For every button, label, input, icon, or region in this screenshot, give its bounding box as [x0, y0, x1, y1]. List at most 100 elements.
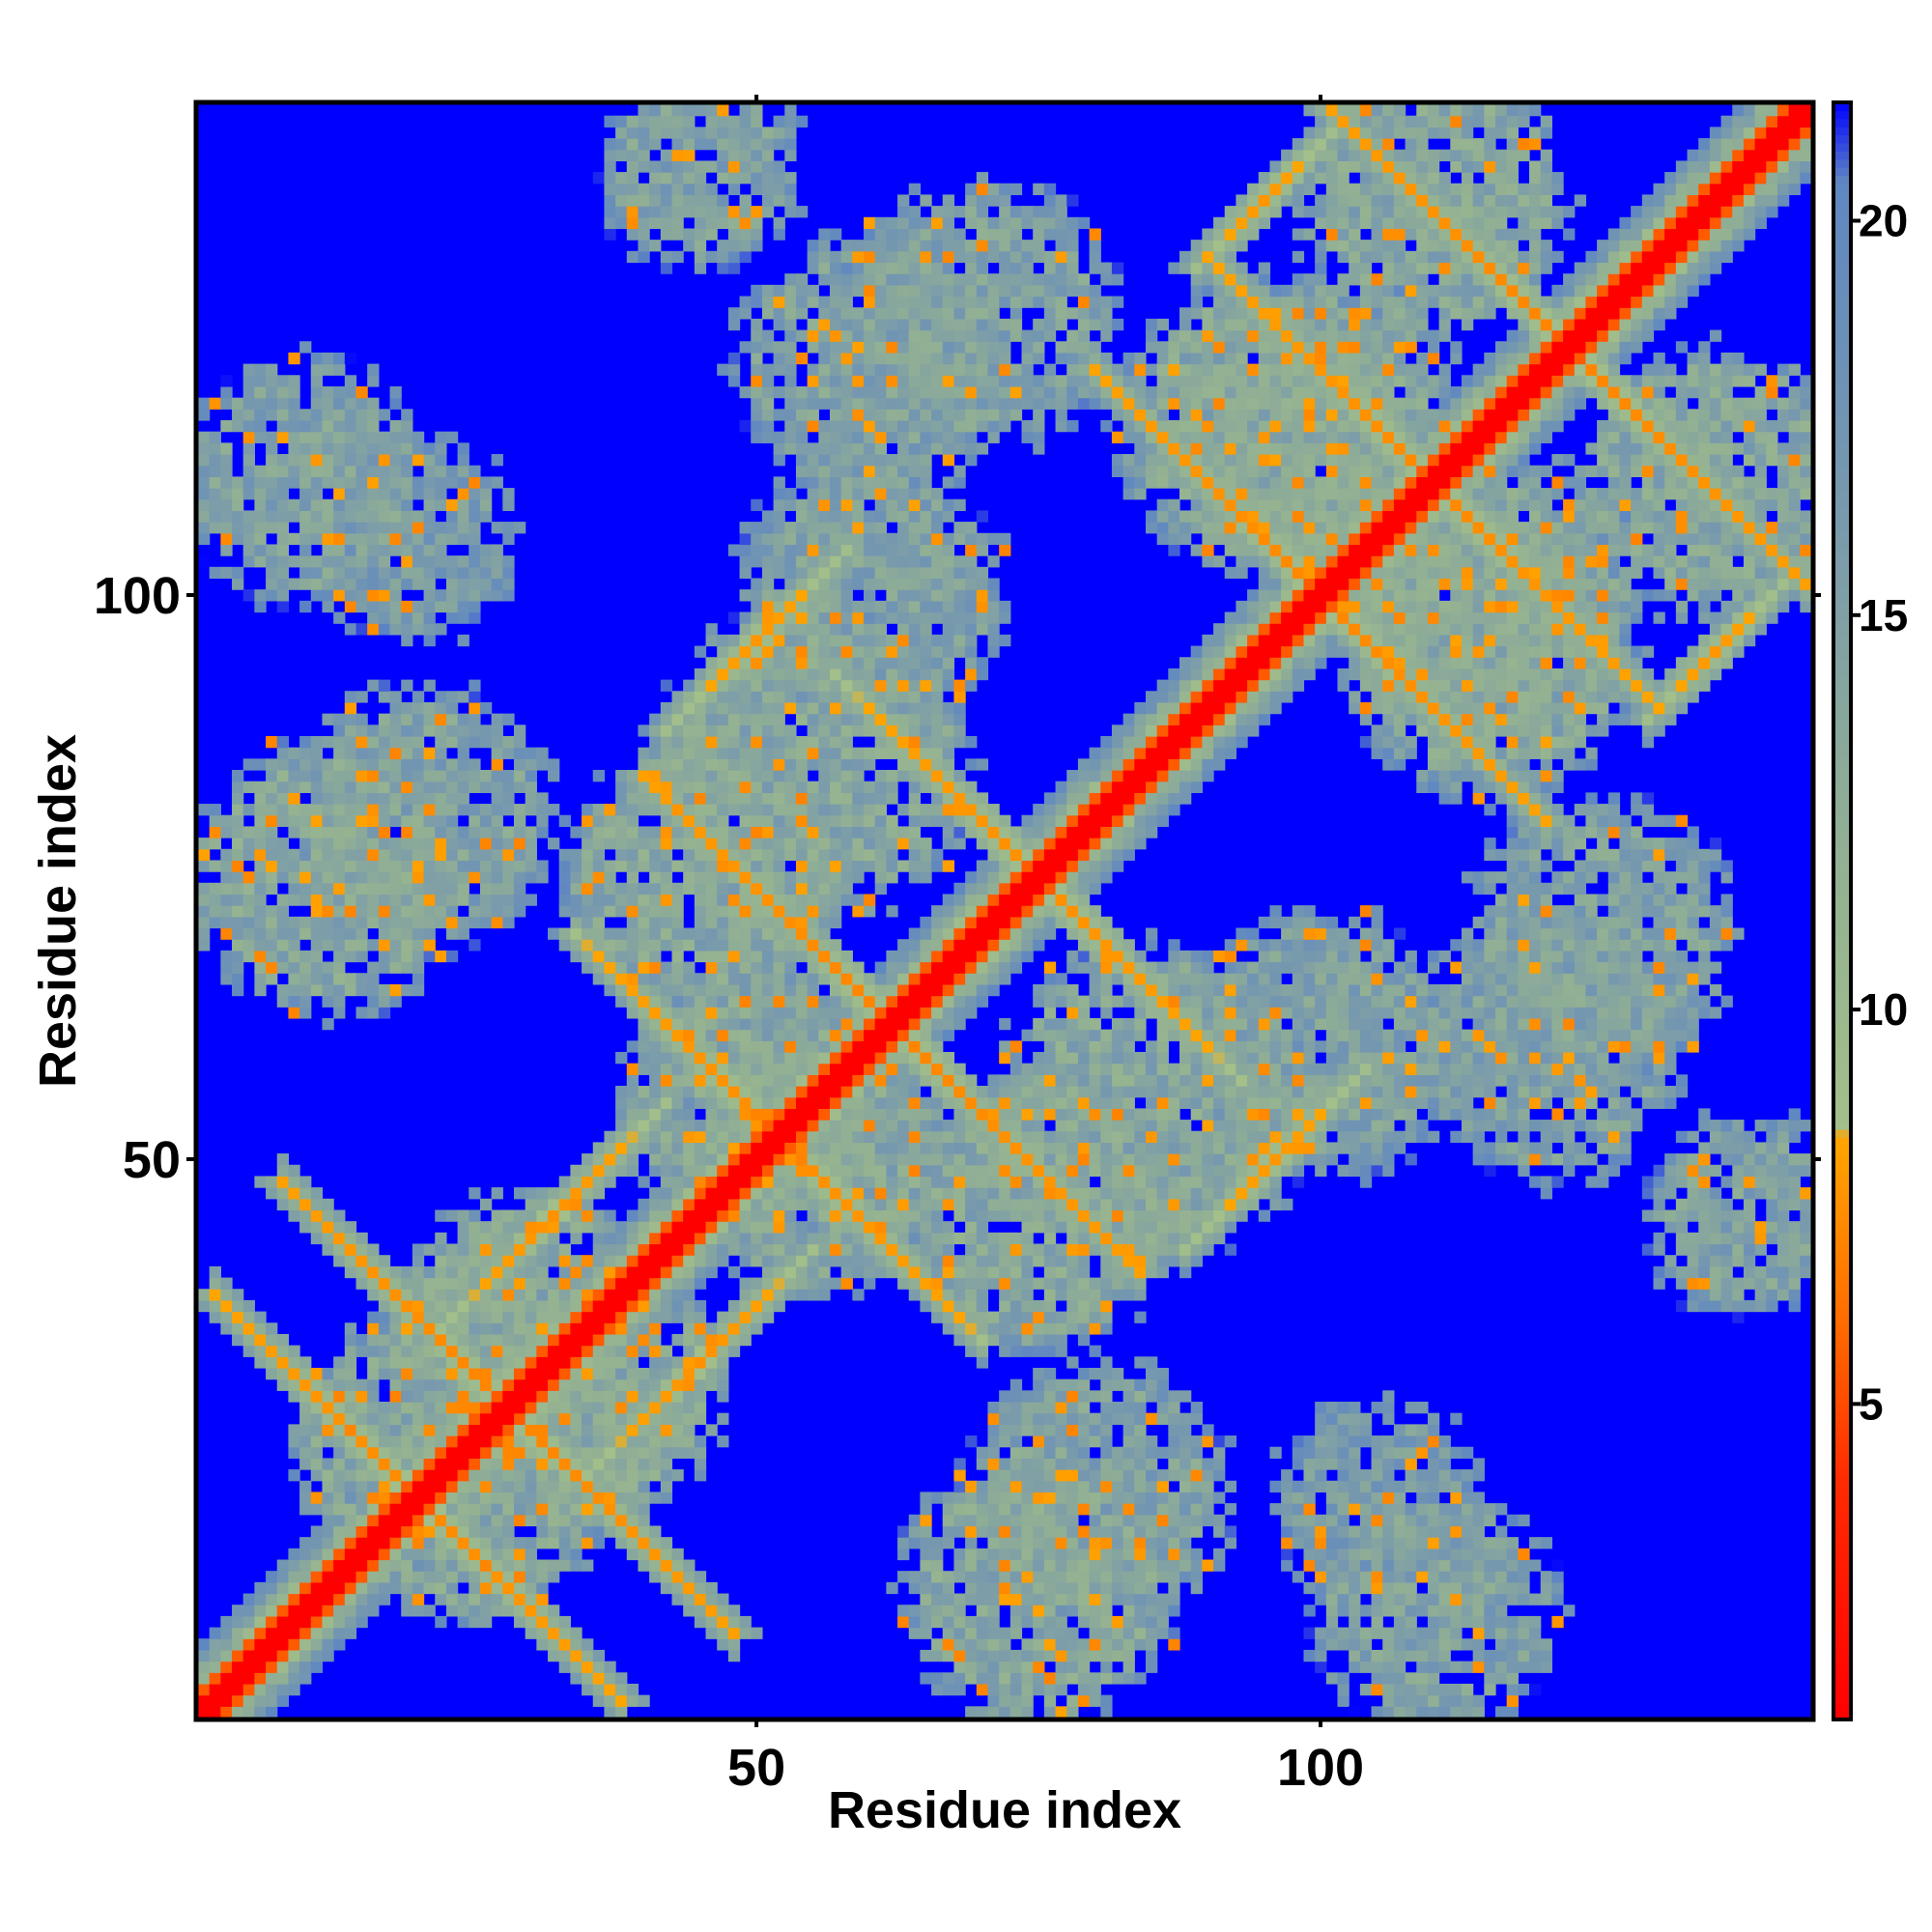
- heatmap-cell: [254, 1176, 267, 1188]
- heatmap-cell: [761, 871, 775, 884]
- heatmap-cell: [761, 1029, 775, 1041]
- heatmap-cell: [536, 1221, 549, 1234]
- heatmap-cell: [570, 1209, 582, 1222]
- heatmap-cell: [435, 566, 447, 580]
- heatmap-cell: [322, 1435, 334, 1448]
- heatmap-cell: [807, 1277, 819, 1290]
- heatmap-cell: [908, 871, 922, 884]
- heatmap-cell: [288, 578, 300, 590]
- heatmap-cell: [288, 385, 300, 399]
- heatmap-cell: [931, 1243, 944, 1256]
- heatmap-cell: [604, 1322, 616, 1335]
- heatmap-cell: [592, 927, 606, 940]
- heatmap-cell: [457, 1378, 469, 1391]
- heatmap-cell: [232, 950, 244, 963]
- heatmap-cell: [310, 758, 324, 771]
- heatmap-cell: [886, 1017, 898, 1031]
- heatmap-cell: [378, 814, 391, 828]
- heatmap-cell: [931, 747, 944, 759]
- heatmap-cell: [502, 1559, 515, 1572]
- heatmap-cell: [795, 589, 809, 602]
- heatmap-cell: [727, 860, 741, 872]
- heatmap-cell: [874, 1209, 887, 1222]
- heatmap-cell: [232, 476, 244, 489]
- heatmap-cell: [570, 1627, 582, 1639]
- heatmap-cell: [401, 1514, 413, 1527]
- heatmap-cell: [604, 1164, 616, 1178]
- heatmap-cell: [818, 871, 831, 884]
- heatmap-cell: [333, 566, 346, 580]
- heatmap-cell: [615, 814, 628, 828]
- heatmap-cell: [920, 476, 932, 489]
- heatmap-cell: [864, 228, 876, 241]
- heatmap-cell: [209, 431, 221, 443]
- heatmap-cell: [852, 375, 865, 387]
- heatmap-cell: [807, 1130, 819, 1144]
- heatmap-cell: [412, 781, 425, 793]
- heatmap-cell: [897, 419, 910, 433]
- heatmap-cell: [525, 1492, 537, 1504]
- heatmap-cell: [502, 1255, 515, 1267]
- heatmap-cell: [389, 770, 402, 782]
- heatmap-cell: [807, 860, 819, 872]
- heatmap-cell: [502, 522, 515, 534]
- heatmap-cell: [344, 1265, 357, 1279]
- heatmap-cell: [840, 1221, 853, 1234]
- heatmap-cell: [423, 1503, 436, 1516]
- heatmap-cell: [761, 792, 775, 805]
- heatmap-cell: [435, 544, 447, 556]
- heatmap-cell: [310, 555, 324, 568]
- heatmap-cell: [322, 1412, 334, 1425]
- heatmap-cell: [931, 1153, 944, 1166]
- heatmap-cell: [795, 1108, 809, 1121]
- heatmap-cell: [897, 329, 910, 342]
- heatmap-cell: [739, 1153, 752, 1166]
- heatmap-cell: [795, 296, 809, 308]
- heatmap-cell: [897, 352, 910, 365]
- heatmap-cell: [660, 1096, 673, 1109]
- heatmap-cell: [829, 296, 842, 308]
- heatmap-cell: [638, 1390, 650, 1403]
- heatmap-cell: [897, 1051, 910, 1065]
- heatmap-cell: [683, 1289, 696, 1301]
- heatmap-cell: [807, 465, 819, 477]
- heatmap-cell: [897, 758, 910, 771]
- heatmap-cell: [592, 894, 606, 906]
- heatmap-cell: [807, 1209, 819, 1222]
- heatmap-cell: [367, 1571, 380, 1583]
- heatmap-cell: [671, 814, 684, 828]
- heatmap-cell: [864, 510, 876, 523]
- heatmap-cell: [942, 194, 955, 207]
- heatmap-cell: [920, 814, 932, 828]
- heatmap-cell: [288, 758, 300, 771]
- heatmap-cell: [604, 1492, 616, 1504]
- heatmap-cell: [897, 770, 910, 782]
- heatmap-cell: [367, 1289, 380, 1301]
- heatmap-cell: [953, 1469, 966, 1482]
- heatmap-cell: [469, 848, 481, 862]
- heatmap-cell: [242, 1638, 255, 1651]
- heatmap-cell: [864, 804, 876, 816]
- heatmap-cell: [694, 172, 707, 185]
- heatmap-cell: [751, 1164, 763, 1178]
- heatmap-cell: [582, 1514, 594, 1527]
- heatmap-cell: [694, 262, 707, 274]
- heatmap-cell: [457, 1593, 469, 1605]
- heatmap-cell: [198, 1661, 211, 1673]
- heatmap-cell: [840, 476, 853, 489]
- heatmap-cell: [378, 623, 391, 636]
- heatmap-cell: [761, 544, 775, 556]
- heatmap-cell: [423, 939, 436, 952]
- heatmap-cell: [931, 1007, 944, 1019]
- heatmap-cell: [367, 894, 380, 906]
- heatmap-cell: [355, 747, 368, 759]
- heatmap-cell: [886, 1164, 898, 1178]
- heatmap-cell: [818, 838, 831, 850]
- heatmap-cell: [479, 1345, 493, 1357]
- heatmap-cell: [784, 149, 797, 161]
- heatmap-cell: [829, 679, 842, 692]
- heatmap-cell: [288, 770, 300, 782]
- heatmap-cell: [694, 216, 707, 230]
- heatmap-cell: [931, 1086, 944, 1098]
- heatmap-cell: [536, 1480, 549, 1493]
